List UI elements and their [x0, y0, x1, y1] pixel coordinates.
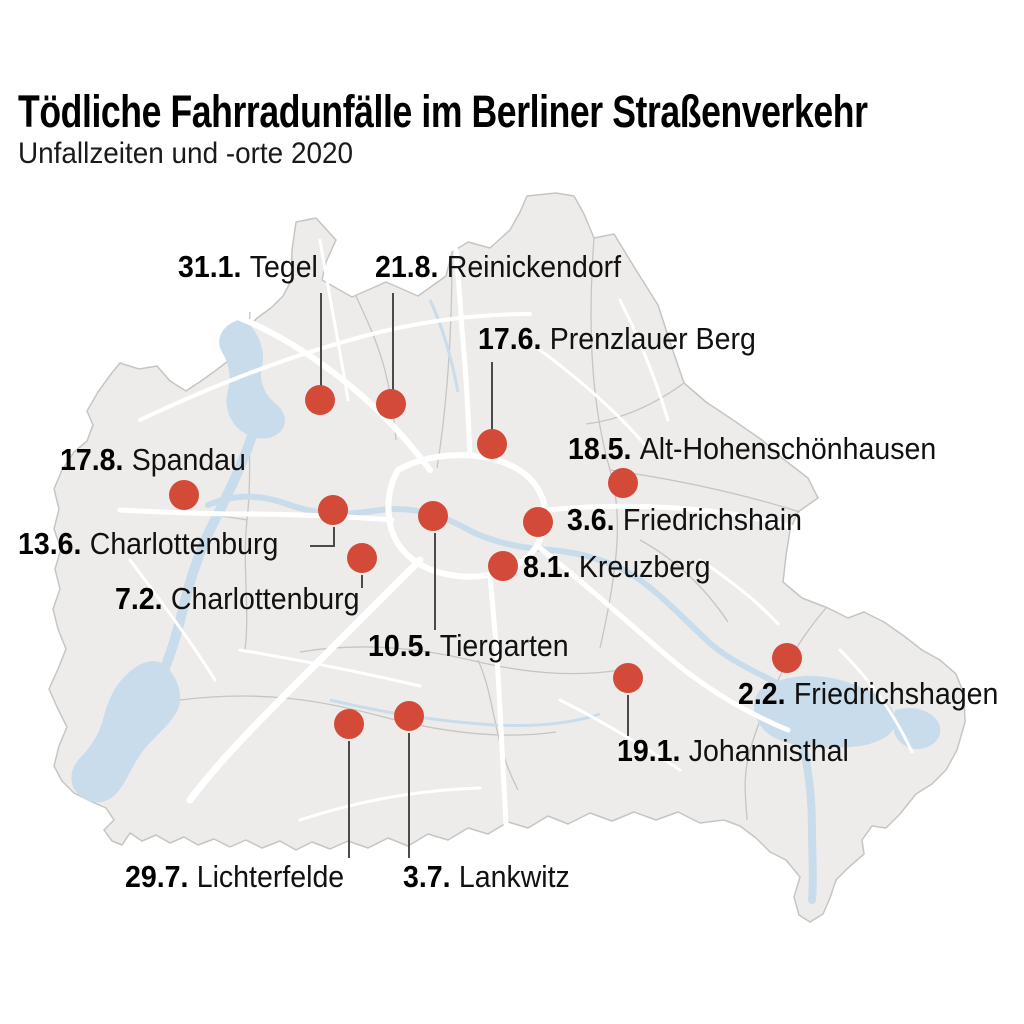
incident-dot	[376, 389, 406, 419]
incident-dot	[334, 709, 364, 739]
incident-leader-line	[310, 527, 335, 547]
incident-label: 19.1. Johannisthal	[617, 735, 849, 766]
incident-place: Johannisthal	[688, 733, 849, 768]
incident-place: Reinickendorf	[446, 249, 622, 284]
incident-label: 13.6. Charlottenburg	[18, 528, 278, 559]
incident-label: 31.1. Tegel	[178, 251, 318, 282]
incident-dot	[305, 385, 335, 415]
incident-label: 7.2. Charlottenburg	[115, 583, 360, 614]
incident-date: 21.8.	[375, 249, 439, 284]
incident-date: 19.1.	[617, 733, 681, 768]
road-layer	[117, 238, 914, 827]
incident-label: 3.6. Friedrichshain	[567, 504, 802, 535]
incident-place: Lichterfelde	[196, 859, 345, 894]
incident-date: 2.2.	[738, 676, 786, 711]
incident-place: Friedrichshain	[622, 502, 802, 537]
incident-place: Prenzlauer Berg	[549, 321, 756, 356]
page-title: Tödliche Fahrradunfälle im Berliner Stra…	[18, 86, 868, 137]
incident-label: 29.7. Lichterfelde	[125, 861, 344, 892]
tegeler-see	[219, 319, 285, 439]
incident-label: 8.1. Kreuzberg	[523, 551, 710, 582]
spree-river	[205, 493, 778, 685]
incident-place: Kreuzberg	[578, 549, 711, 584]
incident-place: Alt-Hohenschönhausen	[639, 431, 937, 466]
incident-dot	[169, 480, 199, 510]
incident-place: Charlottenburg	[170, 581, 360, 616]
incident-dot	[477, 429, 507, 459]
incident-date: 17.8.	[60, 442, 124, 477]
incident-label: 10.5. Tiergarten	[368, 630, 569, 661]
incident-place: Spandau	[131, 442, 246, 477]
page-subtitle: Unfallzeiten und -orte 2020	[18, 137, 354, 170]
incident-label: 2.2. Friedrichshagen	[738, 678, 998, 709]
incident-place: Charlottenburg	[89, 526, 279, 561]
incident-dot	[608, 468, 638, 498]
incident-dot	[488, 551, 518, 581]
incident-label: 3.7. Lankwitz	[403, 861, 570, 892]
dahme-river	[774, 688, 817, 904]
incident-dot	[613, 663, 643, 693]
water-layer	[71, 299, 941, 904]
incident-label: 17.8. Spandau	[60, 444, 246, 475]
panke-stream	[428, 299, 460, 393]
incident-date: 8.1.	[523, 549, 571, 584]
incident-date: 31.1.	[178, 249, 242, 284]
incident-label: 21.8. Reinickendorf	[375, 251, 621, 282]
incident-date: 3.6.	[567, 502, 615, 537]
incident-dot	[772, 643, 802, 673]
incident-dot	[523, 507, 553, 537]
incident-dot	[347, 543, 377, 573]
teltow-canal	[329, 698, 601, 728]
incident-overlay-layer	[169, 293, 802, 858]
incident-date: 13.6.	[18, 526, 82, 561]
incident-date: 29.7.	[125, 859, 189, 894]
incident-date: 18.5.	[568, 431, 632, 466]
incident-label: 18.5. Alt-Hohenschönhausen	[568, 433, 936, 464]
incident-date: 10.5.	[368, 628, 432, 663]
incident-dot	[318, 495, 348, 525]
incident-date: 3.7.	[403, 859, 451, 894]
incident-place: Friedrichshagen	[793, 676, 999, 711]
havel-river	[160, 431, 257, 673]
incident-dot	[394, 701, 424, 731]
wannsee-lakes	[71, 661, 181, 803]
incident-date: 17.6.	[478, 321, 542, 356]
incident-date: 7.2.	[115, 581, 163, 616]
incident-dot	[418, 501, 448, 531]
incident-label: 17.6. Prenzlauer Berg	[478, 323, 756, 354]
incident-place: Tiergarten	[439, 628, 569, 663]
incident-place: Tegel	[249, 249, 318, 284]
incident-place: Lankwitz	[458, 859, 570, 894]
